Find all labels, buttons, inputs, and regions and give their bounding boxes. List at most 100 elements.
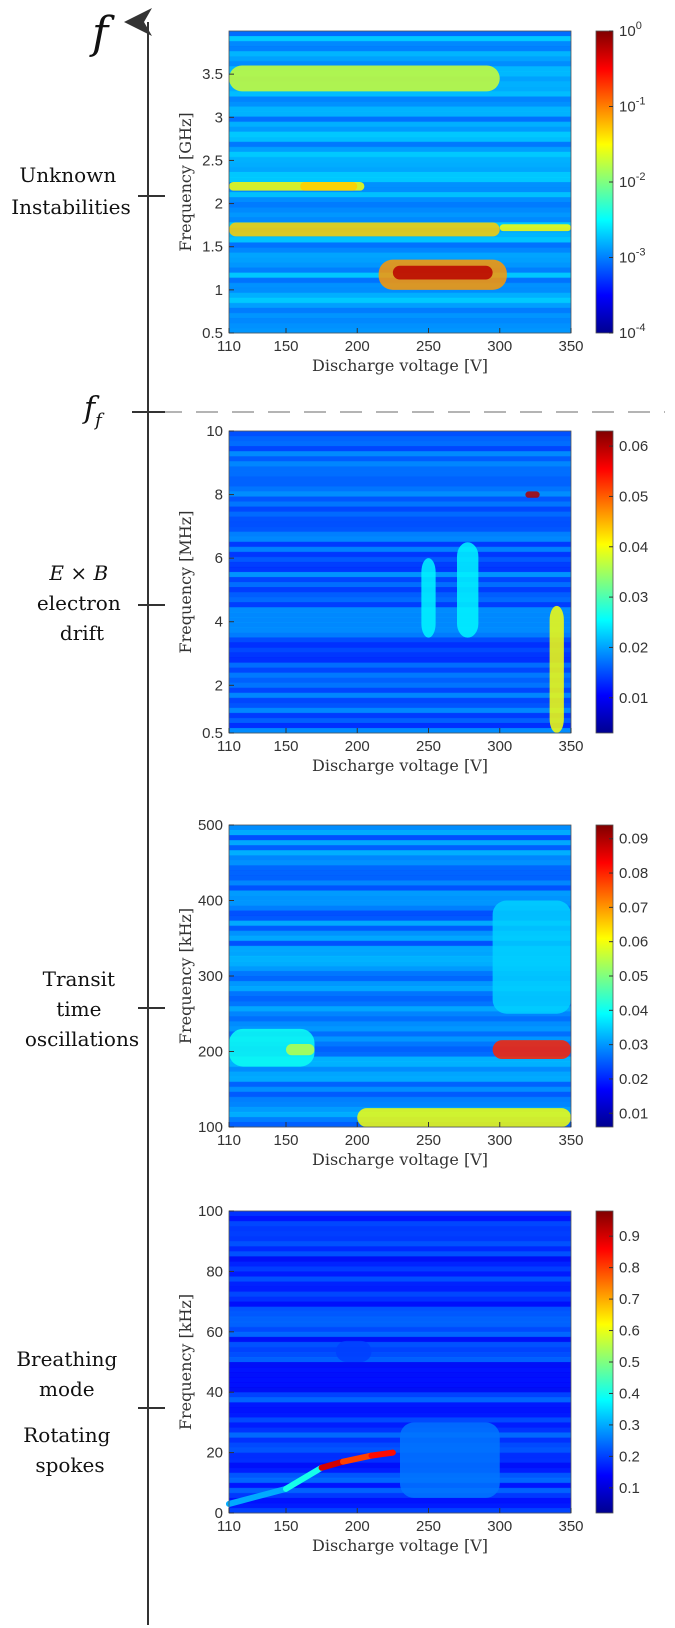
y-tick-label: 2.5 [202,152,223,169]
y-tick-label: 1 [215,282,223,299]
noise-streak [229,965,571,972]
noise-streak [229,561,571,568]
noise-streak [229,1291,571,1298]
y-tick-label: 10 [206,423,223,440]
colorbar-tick-label: 10-2 [619,171,645,191]
x-tick-label: 150 [273,738,298,755]
noise-streak [229,1402,571,1408]
noise-streak [229,1061,571,1068]
heatmap-panel-1: 110 150 200 250 300 350 0.5 2 4 6 8 10 Discharge vol… [176,423,648,775]
noise-streak [229,197,571,203]
plot-frame [228,30,572,334]
noise-streak [229,496,571,502]
noise-streak [229,451,571,457]
noise-streak [229,875,571,881]
plot-frame [228,1210,572,1514]
y-tick-label: 40 [206,1384,223,1401]
y-axis-label: Frequency [kHz] [176,1294,195,1430]
noise-streak [229,511,571,518]
noise-streak [229,31,571,37]
intensity-feature [357,1108,571,1127]
noise-streak [229,1281,571,1287]
noise-streak [229,632,571,638]
noise-streak [229,1412,571,1418]
noise-streak [229,431,571,437]
noise-streak [229,486,571,492]
noise-streak [229,1256,571,1262]
noise-streak [229,597,571,603]
noise-streak [229,471,571,477]
noise-streak [229,835,571,841]
colorbar-tick-label: 0.8 [619,1260,640,1277]
noise-streak [229,136,571,143]
noise-streak [229,1101,571,1108]
colorbar-tick-label: 0.6 [619,1323,640,1340]
noise-streak [229,307,571,314]
noise-streak [229,687,571,694]
x-tick-label: 250 [416,738,441,755]
noise-streak [229,546,571,553]
noise-streak [229,1001,571,1007]
noise-streak [229,727,571,734]
noise-streak [229,247,571,253]
colorbar [595,430,614,734]
noise-streak [229,855,571,861]
y-tick-label: 100 [198,1119,223,1136]
noise-streak [229,176,571,183]
x-tick-label: 150 [273,1132,298,1149]
intensity-feature [229,1028,315,1067]
noise-streak [229,960,571,967]
colorbar-tick-label: 0.7 [619,1291,640,1308]
noise-streak [229,476,571,482]
x-axis-label: Discharge voltage [V] [312,1536,488,1555]
noise-streak [229,1377,571,1383]
noise-streak [229,192,571,198]
noise-streak [229,1331,571,1338]
noise-streak [229,1351,571,1358]
intensity-feature [492,900,571,1014]
noise-streak [229,970,571,977]
noise-streak [229,1026,571,1032]
noise-streak [229,617,571,623]
noise-streak [229,830,571,836]
noise-streak [229,1226,571,1232]
noise-streak [229,317,571,324]
y-tick-label: 4 [215,614,223,631]
noise-streak [229,1387,571,1393]
intensity-feature [400,1422,500,1498]
y-tick-label: 500 [198,817,223,834]
ridge-segment [318,1458,346,1471]
y-tick-label: 400 [198,893,223,910]
x-tick-label: 150 [273,338,298,355]
noise-streak [229,1031,571,1037]
x-tick-label: 350 [558,1518,583,1535]
regime-label-exb: E × B electron drift [37,561,127,645]
colorbar-tick-label: 0.01 [619,1105,648,1122]
x-tick-label: 250 [416,1132,441,1149]
noise-streak [229,126,571,133]
noise-streak [229,1041,571,1047]
noise-streak [229,1086,571,1093]
colorbar-tick-label: 0.08 [619,865,648,882]
noise-streak [229,642,571,648]
noise-streak [229,111,571,118]
intensity-feature [286,1043,315,1056]
noise-streak [229,252,571,258]
intensity-feature [525,491,540,498]
noise-streak [229,46,571,52]
intensity-feature [421,558,436,638]
noise-streak [229,845,571,851]
noise-streak [229,1051,571,1058]
noise-streak [229,612,571,618]
noise-streak [229,870,571,876]
noise-streak [229,566,571,573]
y-tick-label: 300 [198,968,223,985]
noise-streak [229,171,571,178]
x-tick-label: 300 [487,738,512,755]
noise-streak [229,860,571,866]
noise-streak [229,202,571,208]
noise-streak [229,516,571,523]
y-axis-label: Frequency [kHz] [176,908,195,1044]
noise-streak [229,292,571,299]
noise-streak [229,61,571,67]
